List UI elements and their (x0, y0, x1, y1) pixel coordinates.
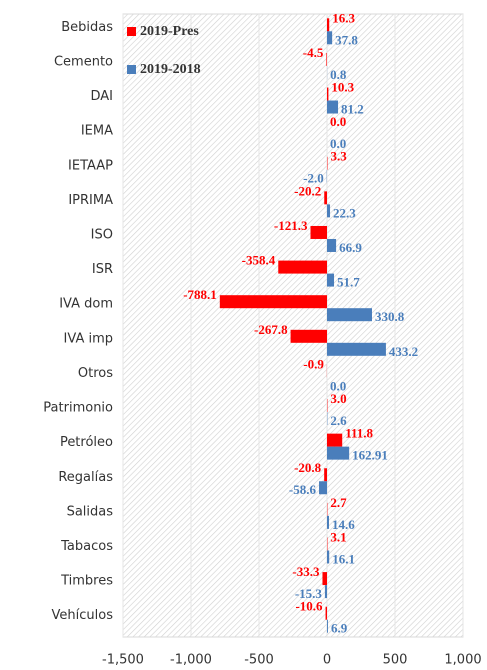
bar (326, 52, 327, 66)
bar (327, 273, 335, 287)
x-tick-label: -500 (244, 653, 274, 668)
bar (327, 100, 339, 114)
value-label: 3.3 (330, 149, 347, 164)
value-label: -358.4 (242, 253, 276, 268)
bar (327, 31, 333, 45)
value-label: -2.0 (303, 171, 324, 186)
value-label: 0.8 (330, 67, 347, 82)
value-label: 0.0 (330, 136, 346, 151)
bar (327, 18, 330, 32)
value-label: -20.8 (294, 460, 322, 475)
bar (322, 572, 327, 586)
value-label: -33.3 (292, 564, 320, 579)
bar (327, 308, 372, 322)
value-label: 330.8 (375, 309, 405, 324)
bar (327, 433, 343, 447)
value-label: -788.1 (183, 287, 217, 302)
value-label: 16.3 (332, 10, 355, 25)
y-tick-label: Vehículos (52, 608, 114, 623)
y-tick-label: IVA imp (64, 331, 113, 346)
bar (324, 468, 327, 482)
y-tick-label: Otros (78, 366, 113, 381)
bar (324, 191, 327, 205)
value-label: 3.1 (330, 529, 346, 544)
value-label: 16.1 (332, 551, 355, 566)
bar (327, 446, 350, 460)
legend-swatch (127, 27, 136, 36)
y-tick-label: ISO (91, 227, 113, 242)
bar (310, 225, 327, 239)
bar (290, 329, 327, 343)
legend-label: 2019-2018 (140, 62, 201, 77)
value-label: 0.0 (330, 114, 346, 129)
value-label: 111.8 (345, 426, 373, 441)
x-tick-label: 1,000 (444, 653, 481, 668)
value-label: -10.6 (295, 599, 323, 614)
y-tick-label: Regalías (58, 470, 113, 485)
value-label: 22.3 (333, 205, 356, 220)
legend-label: 2019-Pres (140, 24, 199, 39)
value-label: -121.3 (274, 218, 308, 233)
value-label: -15.3 (295, 586, 323, 601)
y-tick-label: Cemento (54, 54, 113, 69)
y-tick-label: IEMA (81, 124, 113, 139)
bar (327, 515, 329, 529)
x-tick-label: 0 (323, 653, 331, 668)
y-tick-label: IPRIMA (68, 193, 113, 208)
value-label: 10.3 (331, 80, 354, 95)
value-label: 66.9 (339, 240, 362, 255)
bar (327, 87, 329, 101)
value-label: 162.91 (352, 448, 388, 463)
y-tick-label: Tabacos (60, 539, 113, 554)
y-tick-label: Salidas (67, 504, 114, 519)
value-label: 433.2 (389, 344, 418, 359)
value-label: -20.2 (294, 183, 321, 198)
value-label: -0.9 (303, 356, 324, 371)
value-label: 6.9 (331, 621, 348, 636)
legend-swatch (127, 65, 136, 74)
value-label: -58.6 (289, 482, 317, 497)
y-tick-label: DAI (90, 89, 113, 104)
value-label: 51.7 (337, 275, 360, 290)
y-tick-label: Bebidas (61, 20, 113, 35)
value-label: 14.6 (332, 517, 355, 532)
value-label: 2.7 (330, 495, 347, 510)
y-tick-label: ISR (92, 262, 113, 277)
y-tick-label: Patrimonio (43, 401, 113, 416)
bar (325, 606, 327, 620)
value-label: -267.8 (254, 322, 288, 337)
y-tick-label: IETAAP (68, 158, 113, 173)
value-label: 0.0 (330, 378, 346, 393)
bar (324, 585, 327, 599)
bar (327, 342, 386, 356)
x-tick-label: 500 (383, 653, 408, 668)
value-label: 3.0 (330, 391, 346, 406)
x-tick-label: -1,000 (170, 653, 212, 668)
bar (327, 204, 331, 218)
y-tick-label: Petróleo (60, 435, 113, 450)
x-tick-label: -1,500 (102, 653, 144, 668)
bar (219, 295, 327, 309)
value-label: -4.5 (303, 45, 324, 60)
value-label: 81.2 (341, 102, 364, 117)
y-tick-label: Timbres (60, 574, 113, 589)
bar (319, 481, 327, 495)
y-tick-label: IVA dom (59, 297, 113, 312)
bar (327, 238, 337, 252)
value-label: 37.8 (335, 32, 358, 47)
bar (327, 619, 328, 633)
plot-area (122, 13, 464, 638)
value-label: 2.6 (330, 413, 347, 428)
bar (278, 260, 327, 274)
bar (327, 550, 330, 564)
